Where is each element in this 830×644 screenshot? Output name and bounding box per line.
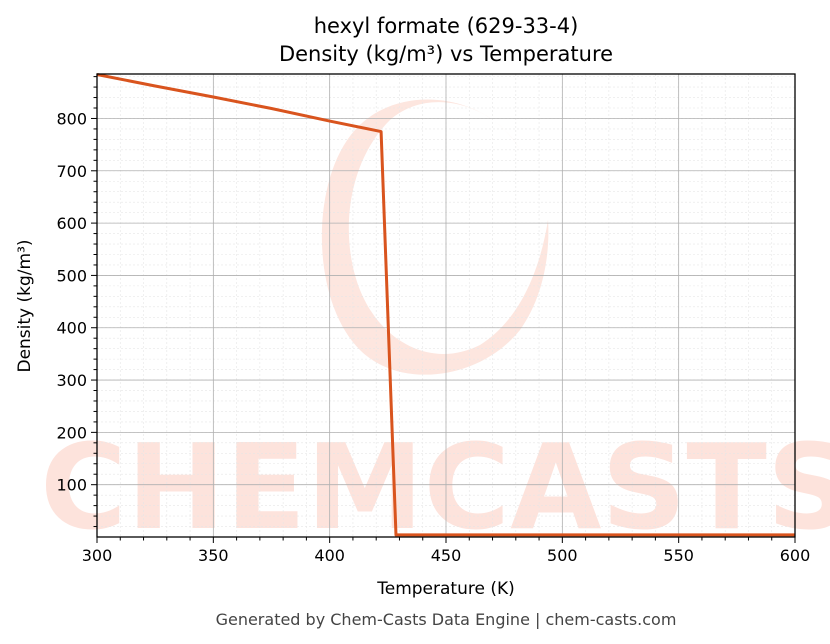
y-tick-label: 100 — [56, 476, 87, 495]
y-axis-label: Density (kg/m³) — [15, 239, 35, 372]
watermark: CHEMCASTS — [40, 99, 830, 556]
x-tick-label: 500 — [547, 546, 578, 565]
y-tick-label: 200 — [56, 423, 87, 442]
x-tick-label: 550 — [663, 546, 694, 565]
axis-ticks: 300 350 400 450 500 550 600 100 200 300 400 500 600 7… — [56, 76, 811, 565]
series-line-0 — [96, 73, 795, 537]
y-tick-label: 400 — [56, 319, 87, 338]
chart-title: hexyl formate (629-33-4) — [314, 14, 579, 38]
x-tick-label: 400 — [314, 546, 345, 565]
y-tick-label: 800 — [56, 109, 87, 128]
y-tick-label: 700 — [56, 162, 87, 181]
chart-subtitle: Density (kg/m³) vs Temperature — [279, 42, 613, 66]
x-tick-label: 450 — [431, 546, 462, 565]
y-tick-label: 600 — [56, 214, 87, 233]
y-tick-label: 500 — [56, 266, 87, 285]
footer-credit: Generated by Chem-Casts Data Engine | ch… — [216, 610, 677, 629]
x-tick-label: 350 — [198, 546, 229, 565]
watermark-text: CHEMCASTS — [40, 418, 830, 556]
x-axis-label: Temperature (K) — [376, 579, 515, 599]
x-tick-label: 600 — [780, 546, 811, 565]
x-tick-label: 300 — [82, 546, 113, 565]
watermark-swirl — [321, 99, 549, 375]
y-tick-label: 300 — [56, 371, 87, 390]
series-layer — [96, 73, 795, 537]
